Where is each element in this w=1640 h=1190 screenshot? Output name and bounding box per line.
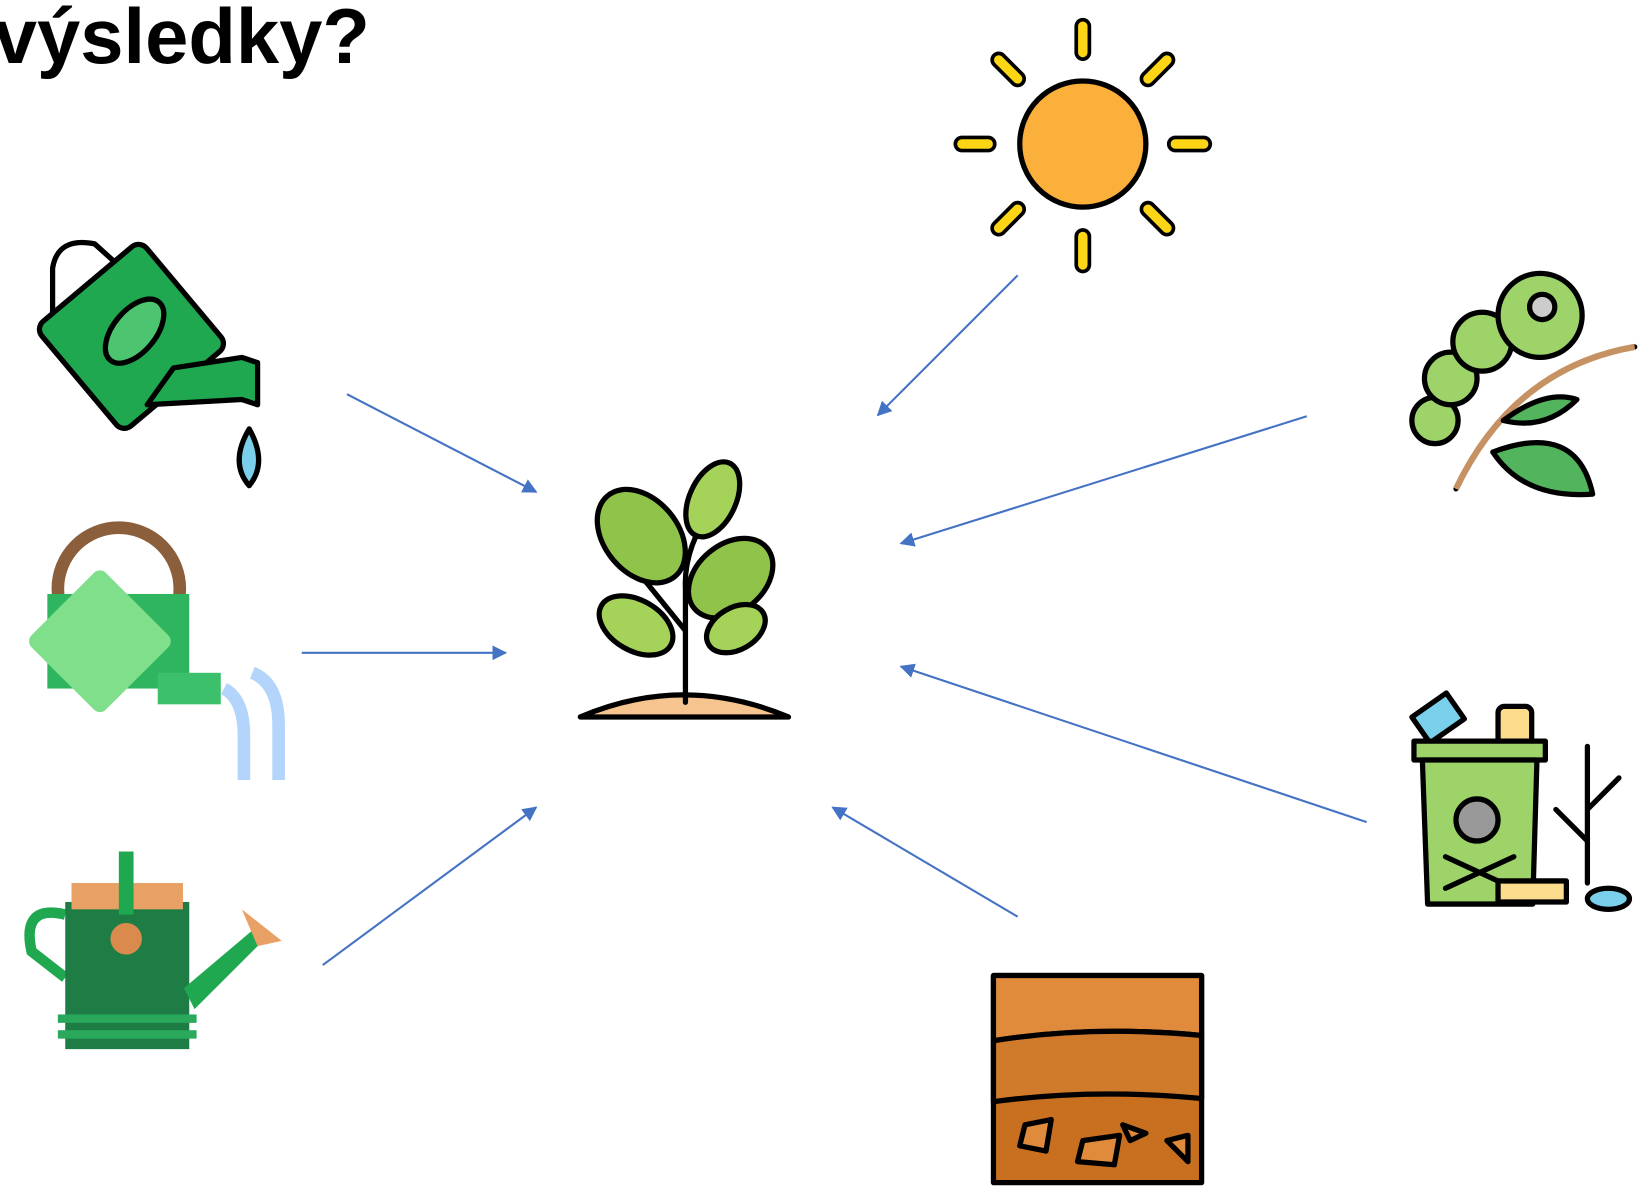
toxic-bin-icon-part [1414, 741, 1545, 760]
sun-icon-part [999, 209, 1018, 228]
toxic-bin-icon-part [1456, 799, 1498, 841]
watering-can-icon-3-part [58, 1030, 197, 1038]
watering-can-icon-2-part [252, 673, 278, 780]
arrows-part [901, 416, 1307, 543]
soil-icon [993, 976, 1201, 1183]
soil-icon-part [1078, 1135, 1120, 1164]
watering-can-icon-3-part [119, 852, 134, 915]
caterpillar-icon-part [1493, 443, 1593, 495]
page: výsledky? [0, 0, 1640, 1190]
watering-can-icon-3-part [110, 923, 142, 955]
arrows [302, 275, 1367, 965]
sun-icon-part [1020, 81, 1146, 207]
soil-icon-part [993, 1031, 1201, 1101]
caterpillar-icon-part [1503, 397, 1577, 423]
watering-can-icon-2-part [224, 689, 244, 780]
watering-can-icon-2 [26, 528, 279, 780]
toxic-bin-icon-part [1587, 888, 1629, 909]
watering-can-icon-3-part [184, 930, 263, 1009]
arrows-part [901, 666, 1367, 822]
sun-icon-part [1148, 209, 1167, 228]
arrows-part [833, 807, 1018, 916]
soil-icon-part [1020, 1120, 1052, 1152]
plant-icon [579, 453, 788, 717]
watering-can-icon-2-part [158, 673, 221, 705]
toxic-bin-icon-part [1498, 881, 1566, 902]
watering-can-icon [35, 240, 258, 486]
sun-icon-part [999, 60, 1018, 79]
caterpillar-icon [1412, 273, 1635, 494]
sun-icon [962, 26, 1204, 265]
arrows-part [347, 394, 536, 492]
toxic-bin-icon-part [1556, 746, 1619, 883]
sun-icon-part [1148, 60, 1167, 79]
watering-can-icon-3 [30, 852, 282, 1050]
plant-icon-part [589, 584, 683, 668]
arrows-part [323, 807, 536, 965]
arrows-part [878, 275, 1018, 415]
plant-icon-part [675, 453, 751, 545]
watering-can-icon-2-part [26, 567, 175, 716]
slide: výsledky? [0, 0, 1640, 1190]
watering-can-icon-part [239, 429, 258, 486]
toxic-bin-icon-part [1412, 693, 1465, 743]
slide-title: výsledky? [0, 0, 370, 80]
watering-can-icon-3-part [58, 1014, 197, 1022]
caterpillar-icon-part [1530, 294, 1555, 319]
toxic-bin-icon [1412, 693, 1630, 909]
watering-can-icon-3-part [30, 913, 66, 978]
